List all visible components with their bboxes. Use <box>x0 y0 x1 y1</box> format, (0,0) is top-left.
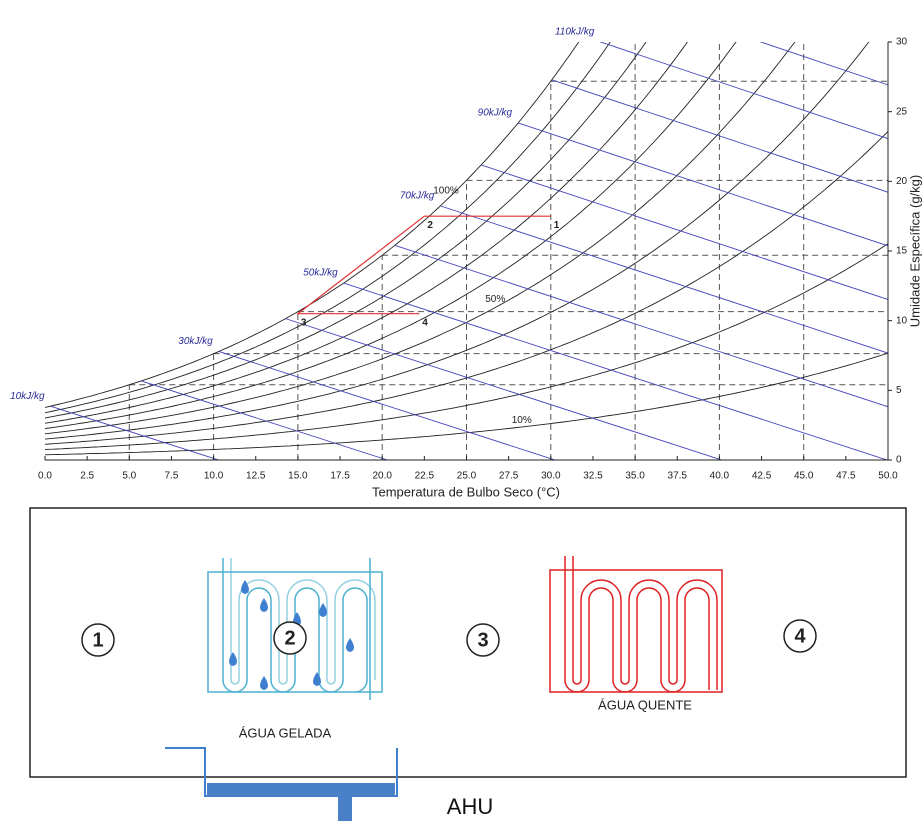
rh-curve <box>45 42 737 429</box>
state-number: 4 <box>794 625 806 647</box>
state-number: 2 <box>284 627 295 649</box>
heating-coil <box>549 556 723 693</box>
enthalpy-label: 50kJ/kg <box>303 268 338 279</box>
enthalpy-line <box>218 351 557 460</box>
enthalpy-line <box>285 318 724 460</box>
state-circle <box>466 623 500 657</box>
process-point-label: 1 <box>554 220 560 231</box>
rh-label: 50% <box>485 294 505 305</box>
rh-curve <box>45 42 611 414</box>
x-tick-label: 15.0 <box>288 471 308 482</box>
process-point-label: 4 <box>422 317 428 328</box>
enthalpy-label: 10kJ/kg <box>10 391 45 402</box>
psychrometric-chart: 0.0 2.5 5.0 7.5 10.0 12.5 15.0 17.5 20.0 22.5 25.0… <box>10 0 924 482</box>
enthalpy-line <box>440 205 888 354</box>
x-tick-label: 5.0 <box>122 471 136 482</box>
x-tick-label: 30.0 <box>541 471 561 482</box>
state-circle <box>81 623 115 657</box>
rh-label: 10% <box>512 415 532 426</box>
enthalpy-line <box>343 282 888 460</box>
x-tick-label: 0.0 <box>38 471 52 482</box>
rh-curve <box>45 42 647 419</box>
x-tick-label: 40.0 <box>710 471 730 482</box>
rh-curve <box>45 42 580 408</box>
coil-label: ÁGUA GELADA <box>239 725 332 740</box>
x-tick-label: 32.5 <box>583 471 603 482</box>
x-tick-label: 35.0 <box>625 471 645 482</box>
enthalpy-label: 70kJ/kg <box>400 191 435 202</box>
enthalpy-line <box>638 0 924 89</box>
y-tick-label: 30 <box>896 37 908 48</box>
rh-label: 100% <box>433 185 459 196</box>
x-tick-label: 20.0 <box>372 471 392 482</box>
enthalpy-label: 30kJ/kg <box>178 336 213 347</box>
enthalpy-line <box>759 42 888 86</box>
plot-area <box>45 0 924 460</box>
rh-curve <box>45 42 688 424</box>
y-tick-label: 25 <box>896 106 908 117</box>
x-tick-label: 45.0 <box>794 471 814 482</box>
enthalpy-line <box>481 164 888 300</box>
y-tick-label: 0 <box>896 455 902 466</box>
ahu-diagram: 1 2 3 4 ÁGUA GELADA ÁGUA QUENTE AHU <box>29 507 907 821</box>
x-tick-label: 2.5 <box>80 471 94 482</box>
y-tick-label: 15 <box>896 246 908 257</box>
state-circle <box>783 619 817 653</box>
state-circle <box>273 621 307 655</box>
enthalpy-line <box>141 380 389 460</box>
process-point-label: 3 <box>301 317 307 328</box>
y-tick-label: 5 <box>896 385 902 396</box>
state-number: 3 <box>477 629 488 651</box>
rh-curve <box>45 131 888 445</box>
process-point-label: 2 <box>427 220 433 231</box>
rh-curve <box>45 243 888 450</box>
x-tick-label: 7.5 <box>164 471 178 482</box>
coil-label: ÁGUA QUENTE <box>598 697 692 712</box>
y-tick-label: 10 <box>896 315 908 326</box>
x-tick-label: 25.0 <box>457 471 477 482</box>
enthalpy-line <box>599 42 888 140</box>
enthalpy-label: 90kJ/kg <box>478 108 513 119</box>
x-tick-label: 17.5 <box>330 471 350 482</box>
x-tick-label: 50.0 <box>878 471 898 482</box>
rh-curve <box>45 352 888 456</box>
x-tick-label: 27.5 <box>499 471 519 482</box>
y-axis-label: Umidade Específica (g/kg) <box>907 175 922 327</box>
rh-curve <box>45 42 870 440</box>
enthalpy-line <box>50 405 221 460</box>
y-tick-label: 20 <box>896 176 908 187</box>
x-tick-label: 42.5 <box>752 471 772 482</box>
ahu-box <box>29 507 907 778</box>
enthalpy-line <box>394 244 888 408</box>
process-line <box>296 215 551 315</box>
x-axis-label: Temperatura de Bulbo Seco (°C) <box>372 484 560 499</box>
enthalpy-line <box>662 0 924 35</box>
x-tick-label: 12.5 <box>246 471 266 482</box>
unit-label: AHU <box>447 794 493 819</box>
state-number: 1 <box>92 629 103 651</box>
drain-pan <box>165 747 398 821</box>
x-tick-label: 47.5 <box>836 471 856 482</box>
enthalpy-line <box>551 79 888 193</box>
enthalpy-label: 110kJ/kg <box>555 27 595 38</box>
x-tick-label: 10.0 <box>204 471 224 482</box>
x-tick-label: 22.5 <box>415 471 435 482</box>
enthalpy-line <box>517 122 888 247</box>
water-drops <box>229 580 354 690</box>
rh-curve <box>45 42 796 435</box>
x-tick-label: 37.5 <box>668 471 688 482</box>
